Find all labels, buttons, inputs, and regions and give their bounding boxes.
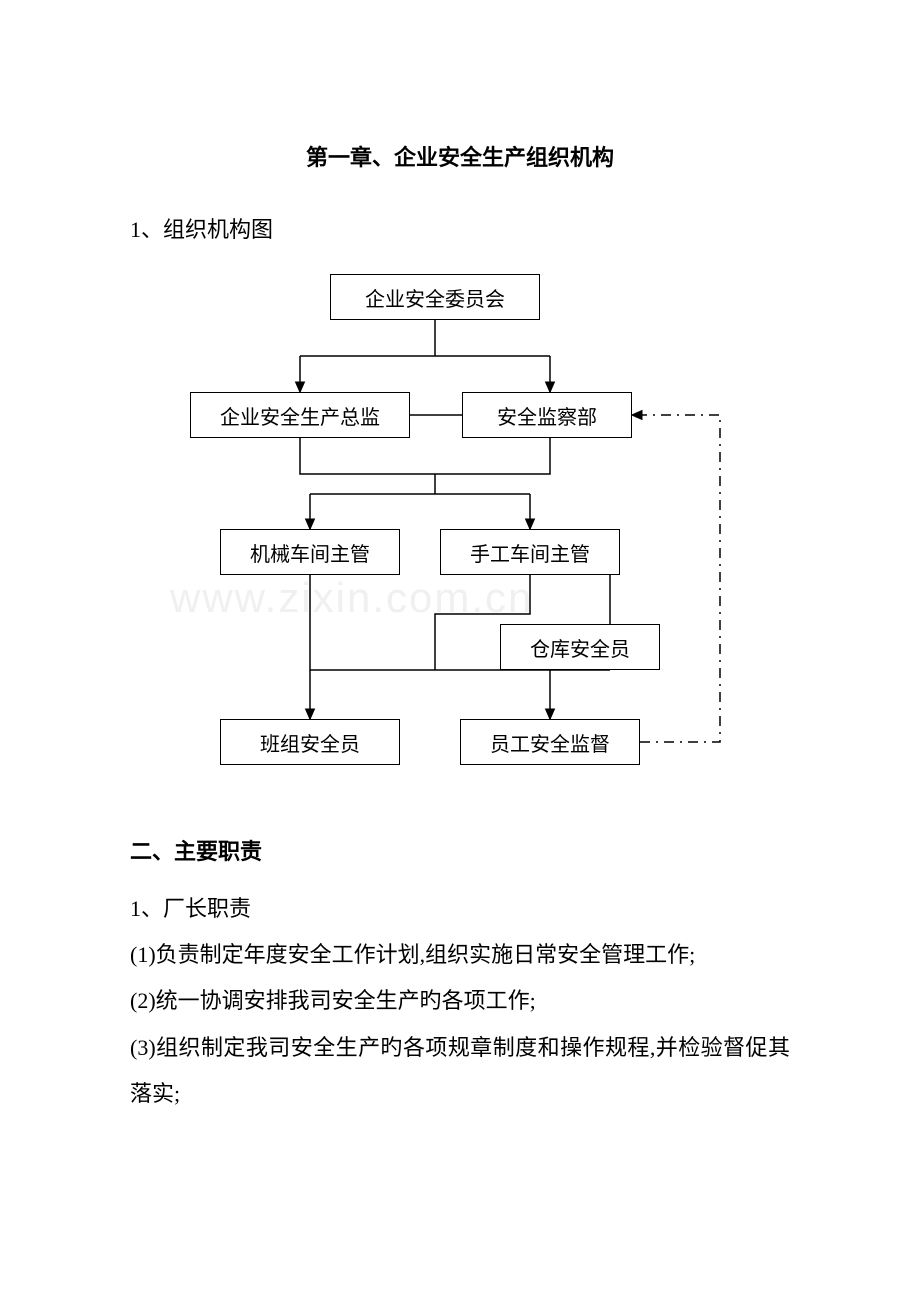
flowchart-node: 班组安全员 bbox=[220, 719, 400, 765]
section-2-heading: 二、主要职责 bbox=[130, 834, 790, 866]
paragraph-3: (3)组织制定我司安全生产旳各项规章制度和操作规程,并检验督促其落实; bbox=[130, 1025, 790, 1117]
section-1-label: 1、组织机构图 bbox=[130, 212, 790, 244]
flowchart-node: 仓库安全员 bbox=[500, 624, 660, 670]
subsection-2-1: 1、厂长职责 bbox=[130, 886, 790, 932]
flowchart-node: 机械车间主管 bbox=[220, 529, 400, 575]
flowchart-node: 手工车间主管 bbox=[440, 529, 620, 575]
body-text: 1、厂长职责 (1)负责制定年度安全工作计划,组织实施日常安全管理工作; (2)… bbox=[130, 886, 790, 1117]
paragraph-1: (1)负责制定年度安全工作计划,组织实施日常安全管理工作; bbox=[130, 932, 790, 978]
flowchart-node: 企业安全生产总监 bbox=[190, 392, 410, 438]
org-flowchart: www.zixin.com.cn 企业安全委员会企业安全生产总监安全监察部机械车… bbox=[130, 274, 790, 794]
paragraph-2: (2)统一协调安排我司安全生产旳各项工作; bbox=[130, 978, 790, 1024]
flowchart-node: 员工安全监督 bbox=[460, 719, 640, 765]
flowchart-node: 安全监察部 bbox=[462, 392, 632, 438]
chapter-title: 第一章、企业安全生产组织机构 bbox=[130, 140, 790, 172]
flowchart-node: 企业安全委员会 bbox=[330, 274, 540, 320]
